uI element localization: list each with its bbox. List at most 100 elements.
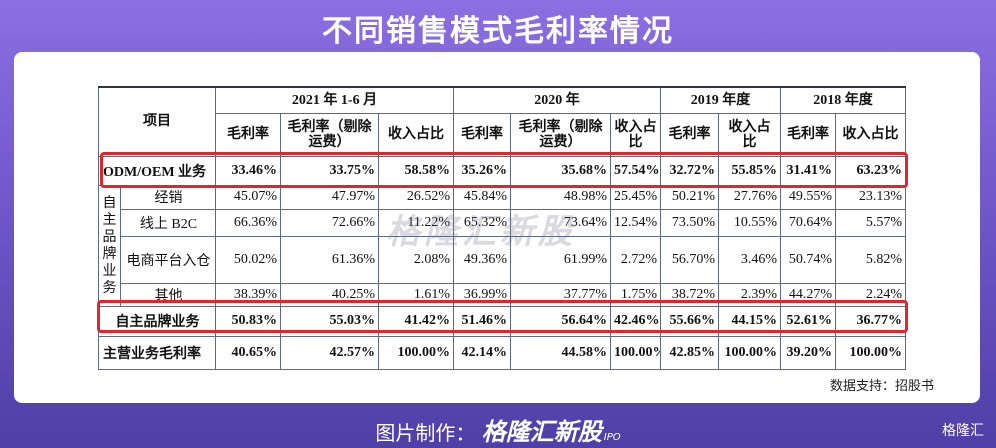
cell: 42.85% [660, 335, 720, 370]
cell: 42.57% [280, 335, 379, 370]
period-header: 2018 年度 [780, 86, 907, 114]
period-header: 2019 年度 [660, 86, 782, 114]
cell: 33.75% [280, 155, 379, 186]
cell: 61.99% [510, 235, 612, 284]
cell: 65.32% [453, 208, 512, 237]
cell: 49.55% [780, 184, 837, 210]
row-label: 电商平台入仓 [120, 235, 216, 284]
table-row: 其他 38.39% 40.25% 1.61% 36.99% 37.77% 1.75% 38.7… [99, 282, 907, 307]
cell: 52.61% [780, 305, 837, 337]
cell: 5.57% [835, 208, 907, 237]
cell: 55.66% [660, 305, 720, 337]
cell: 35.26% [453, 155, 512, 186]
cell: 70.64% [780, 208, 837, 237]
cell: 100.00% [610, 335, 662, 370]
table-row: 电商平台入仓 50.02% 61.36% 2.08% 49.36% 61.99% 2.72%… [99, 235, 907, 284]
cell: 57.54% [610, 155, 662, 186]
row-label: 经销 [120, 184, 216, 210]
cell: 2.24% [835, 282, 907, 307]
column-header: 毛利率 [453, 112, 512, 157]
table-body: ODM/OEM 业务 33.46% 33.75% 58.58% 35.26% 35.68%… [98, 155, 907, 370]
cell: 72.66% [280, 208, 379, 237]
cell: 49.36% [453, 235, 512, 284]
cell: 50.74% [780, 235, 837, 284]
row-label: 自主品牌业务 [98, 305, 216, 337]
cell: 45.07% [215, 184, 281, 210]
cell: 50.02% [215, 235, 281, 284]
row-label: 其他 [120, 282, 216, 307]
cell: 33.46% [215, 155, 281, 186]
made-by: 图片制作： [375, 421, 476, 445]
column-header: 毛利率（剔除运费） [280, 112, 379, 157]
cell: 1.75% [610, 282, 662, 307]
cell: 58.58% [377, 155, 455, 186]
logo: 格隆汇新股 [481, 418, 602, 446]
cell: 45.84% [453, 184, 512, 210]
cell: 44.15% [718, 305, 782, 337]
cell: 12.54% [610, 208, 662, 237]
cell: 39.20% [780, 335, 837, 370]
cell: 56.64% [510, 305, 612, 337]
cell: 47.97% [280, 184, 379, 210]
table-row: 线上 B2C 66.36% 72.66% 11.22% 65.32% 73.64% 12.5… [99, 208, 907, 237]
source: 数据支持：招股书 [829, 379, 934, 394]
cell: 51.46% [453, 305, 512, 337]
header-row: 毛利率 毛利率（剔除运费） 收入占比 毛利率 毛利率（剔除运费） 收入占比 毛利率 收入占比毛… [99, 112, 907, 157]
cell: 40.65% [215, 335, 281, 370]
cell: 37.77% [510, 282, 612, 307]
corner: 项目 [98, 86, 216, 157]
cell: 55.85% [718, 155, 782, 186]
column-header: 收入占比 [835, 112, 907, 157]
cell: 56.70% [660, 235, 720, 284]
cell: 38.39% [215, 282, 281, 307]
cell: 35.68% [510, 155, 612, 186]
cell: 41.42% [377, 305, 455, 337]
column-header: 毛利率 [215, 112, 281, 157]
period-header: 2021 年 1-6 月 [214, 86, 455, 114]
cell: 26.52% [377, 184, 455, 210]
row-label: ODM/OEM 业务 [98, 155, 216, 186]
cell: 10.55% [718, 208, 782, 237]
logo-tag: IPO [603, 432, 621, 443]
cell: 27.76% [718, 184, 782, 210]
row-label: 主营业务毛利率 [98, 335, 216, 370]
cell: 5.82% [835, 235, 907, 284]
cell: 38.72% [660, 282, 720, 307]
column-header: 收入占比 [377, 112, 455, 157]
footer: 图片制作： 格隆汇新股 IPO [0, 412, 996, 447]
cell: 32.72% [660, 155, 720, 186]
cell: 42.46% [610, 305, 662, 337]
column-header: 毛利率（剔除运费） [510, 112, 612, 157]
cell: 73.50% [660, 208, 720, 237]
table-row: 主营业务毛利率 40.65% 42.57% 100.00% 42.14% 44.58% 10… [98, 335, 907, 370]
cell: 1.61% [377, 282, 455, 307]
brand: 格隆汇 [942, 423, 984, 439]
cell: 42.14% [453, 335, 512, 370]
cell: 50.83% [215, 305, 281, 337]
cell: 63.23% [835, 155, 907, 186]
column-header: 收入占比 [610, 112, 662, 157]
cell: 2.39% [718, 282, 782, 307]
column-header: 收入占比 [718, 112, 782, 157]
cell: 3.46% [718, 235, 782, 284]
cell: 40.25% [280, 282, 379, 307]
cell: 44.58% [510, 335, 612, 370]
cell: 100.00% [718, 335, 782, 370]
table-row: 自主品牌业务 50.83% 55.03% 41.42% 51.46% 56.64% 42.4… [98, 305, 907, 337]
column-header: 毛利率 [660, 112, 720, 157]
cell: 36.77% [835, 305, 907, 337]
cell: 50.21% [660, 184, 720, 210]
cell: 36.99% [453, 282, 512, 307]
group-label: 自主品牌业务 [98, 184, 121, 307]
cell: 100.00% [835, 335, 907, 370]
card: 项目 2021 年 1-6 月 2020 年 2019 年度 2018 年度 毛利率毛… [14, 52, 980, 403]
table-row: ODM/OEM 业务 33.46% 33.75% 58.58% 35.26% 35.68%… [98, 155, 907, 186]
title: 不同销售模式毛利率情况 [322, 14, 674, 49]
cell: 100.00% [377, 335, 455, 370]
watermark: 格隆汇新股 [386, 212, 576, 252]
column-header: 毛利率 [780, 112, 837, 157]
cell: 44.27% [780, 282, 837, 307]
cell: 2.08% [377, 235, 455, 284]
cell: 31.41% [780, 155, 837, 186]
